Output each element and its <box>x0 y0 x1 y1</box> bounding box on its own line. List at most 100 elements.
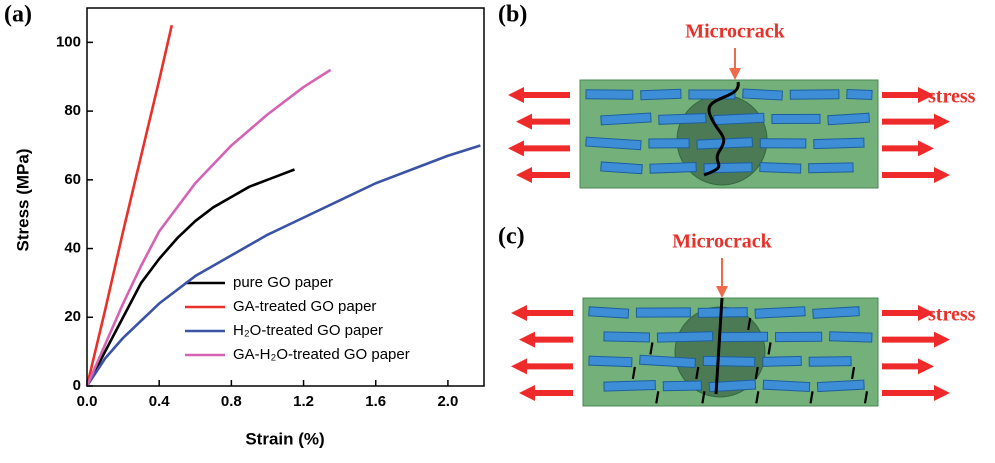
platelet <box>585 89 634 100</box>
gap-crack <box>755 391 760 404</box>
x-tick-label: 0.8 <box>221 393 242 410</box>
gap-crack <box>701 391 706 404</box>
microcrack <box>703 81 740 177</box>
platelet <box>762 355 802 367</box>
y-tick-label: 20 <box>64 308 81 325</box>
platelet <box>585 136 642 151</box>
pointer-head <box>729 68 741 80</box>
stress-arrow <box>511 358 573 375</box>
platelet <box>846 88 873 101</box>
gap-crack <box>809 391 814 404</box>
platelet <box>812 306 860 319</box>
platelet <box>639 354 697 369</box>
gap-crack <box>767 342 772 355</box>
platelet <box>600 161 643 175</box>
gap-crack <box>695 366 700 380</box>
platelet <box>720 331 769 343</box>
stress-arrow <box>508 87 570 103</box>
platelet <box>603 331 651 343</box>
platelet <box>702 355 756 367</box>
platelet <box>640 88 682 101</box>
y-tick-label: 0 <box>73 377 81 394</box>
legend-label: pure GO paper <box>233 274 333 291</box>
y-tick-label: 80 <box>64 102 81 119</box>
legend-label: GA-H₂O-treated GO paper <box>233 346 410 363</box>
stress-arrow <box>882 87 934 103</box>
gap-crack <box>850 366 856 380</box>
platelet <box>656 331 714 343</box>
stress-arrow <box>519 331 573 348</box>
stress-arrow <box>882 113 950 130</box>
stress-arrow <box>882 385 950 401</box>
platelet <box>648 138 690 149</box>
x-tick-label: 0.0 <box>77 393 98 410</box>
force-label: stress <box>928 86 976 108</box>
annotation: Microcrack <box>685 21 785 43</box>
stress-arrow <box>511 305 573 321</box>
y-tick-label: 40 <box>64 240 81 257</box>
force-label: stress <box>928 304 976 326</box>
platelet <box>762 379 811 393</box>
legend-label: GA-treated GO paper <box>233 298 376 315</box>
y-axis-title: Stress (MPa) <box>13 149 32 252</box>
gap-crack <box>754 366 759 380</box>
x-axis-title: Strain (%) <box>245 429 324 448</box>
gap-crack <box>631 366 636 380</box>
platelet <box>808 162 854 174</box>
stress-arrow <box>516 167 570 183</box>
platelet <box>713 112 765 126</box>
y-tick-label: 100 <box>56 33 81 50</box>
gap-crack <box>649 342 654 355</box>
x-tick-label: 1.6 <box>365 393 386 410</box>
stress-arrow <box>882 331 950 348</box>
platelet <box>588 355 633 368</box>
annotation: Microcrack <box>672 231 772 253</box>
platelet <box>828 331 873 343</box>
panel-label: (a) <box>4 2 32 28</box>
y-tick-label: 60 <box>64 171 81 188</box>
gap-crack <box>863 391 869 404</box>
platelet <box>813 137 865 150</box>
platelet <box>658 113 707 125</box>
platelet <box>742 88 784 101</box>
x-tick-label: 2.0 <box>437 393 458 410</box>
platelet <box>808 356 852 367</box>
series-line <box>85 24 174 387</box>
stress-arrow <box>516 113 570 130</box>
pointer-head <box>716 286 728 298</box>
series-line <box>85 168 295 387</box>
platelet <box>588 306 630 319</box>
platelet <box>754 306 806 319</box>
stress-arrow <box>882 305 934 321</box>
plot-frame <box>86 7 485 387</box>
platelet <box>603 379 656 392</box>
platelet <box>662 380 703 392</box>
gap-crack <box>747 317 752 331</box>
series-line <box>85 144 481 387</box>
stress-arrow <box>519 385 573 401</box>
stress-arrow <box>882 167 950 183</box>
platelet <box>759 138 807 149</box>
platelet <box>771 113 821 124</box>
x-tick-label: 0.4 <box>149 393 171 410</box>
platelet <box>759 162 802 174</box>
gap-crack <box>655 391 660 404</box>
panel-label: (b) <box>498 2 527 28</box>
platelet <box>789 89 840 100</box>
stress-arrow <box>882 140 934 157</box>
stress-arrow <box>508 140 570 157</box>
platelet <box>827 112 870 126</box>
platelet <box>635 307 691 318</box>
platelet <box>600 112 652 126</box>
x-tick-label: 1.2 <box>293 393 314 410</box>
platelet <box>708 379 757 393</box>
platelet <box>649 161 697 174</box>
legend-label: H₂O-treated GO paper <box>233 322 383 339</box>
microcrack <box>714 297 724 395</box>
panel-label: (c) <box>498 224 525 250</box>
series-line <box>85 68 332 387</box>
platelet <box>816 379 865 393</box>
stress-arrow <box>882 358 934 375</box>
platelet <box>775 331 823 343</box>
